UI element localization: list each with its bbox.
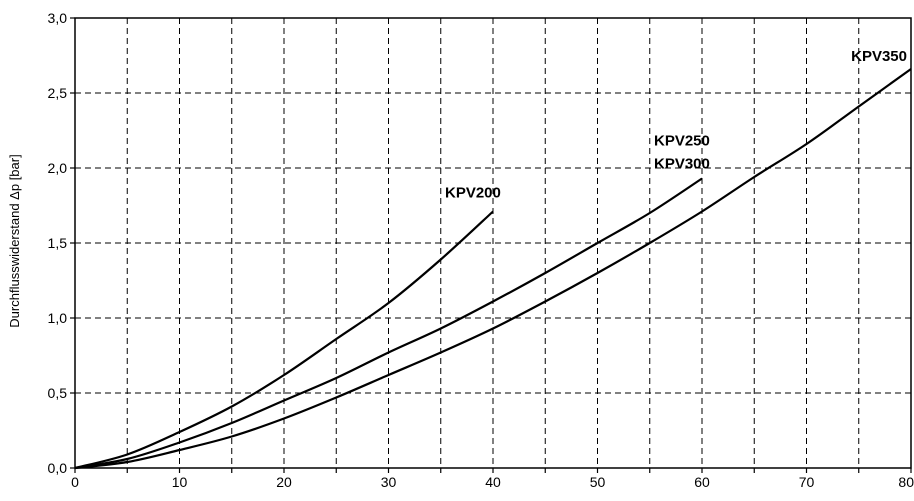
x-tick-label: 60 bbox=[694, 474, 710, 490]
curves bbox=[74, 68, 912, 470]
x-axis-ticks: 0 10 20 30 40 50 60 70 80 bbox=[71, 468, 914, 490]
x-tick-label: 50 bbox=[590, 474, 606, 490]
y-tick-label: 2,0 bbox=[48, 160, 68, 176]
series-kpv200-line bbox=[74, 210, 494, 470]
label-kpv200: KPV200 bbox=[445, 185, 501, 202]
y-tick-label: 3,0 bbox=[48, 10, 68, 26]
x-tick-label: 20 bbox=[276, 474, 292, 490]
label-kpv350: KPV350 bbox=[851, 48, 907, 65]
y-tick-label: 1,5 bbox=[48, 235, 68, 251]
grid bbox=[75, 18, 911, 468]
x-tick-label: 70 bbox=[799, 474, 815, 490]
curve-labels: KPV200 KPV250 KPV300 KPV350 bbox=[445, 48, 907, 202]
y-tick-label: 2,5 bbox=[48, 85, 68, 101]
y-tick-label: 0,0 bbox=[48, 460, 68, 476]
y-axis-ticks: 0,0 0,5 1,0 1,5 2,0 2,5 3,0 bbox=[48, 10, 75, 476]
label-kpv300: KPV300 bbox=[654, 156, 710, 173]
x-tick-label: 0 bbox=[71, 474, 79, 490]
series-kpv250-kpv300-line bbox=[74, 177, 703, 470]
series-kpv350-line bbox=[74, 68, 912, 470]
x-tick-label: 30 bbox=[381, 474, 397, 490]
y-tick-label: 0,5 bbox=[48, 385, 68, 401]
x-tick-label: 40 bbox=[485, 474, 501, 490]
label-kpv250: KPV250 bbox=[654, 133, 710, 150]
x-tick-label: 10 bbox=[172, 474, 188, 490]
x-tick-label: 80 bbox=[898, 474, 914, 490]
y-tick-label: 1,0 bbox=[48, 310, 68, 326]
y-axis-title: Durchflusswiderstand Δp [bar] bbox=[7, 154, 22, 327]
